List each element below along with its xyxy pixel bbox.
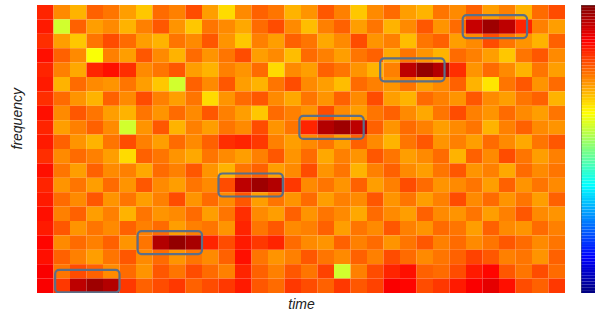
svg-text:time: time — [288, 296, 315, 312]
svg-text:frequency: frequency — [9, 87, 25, 149]
